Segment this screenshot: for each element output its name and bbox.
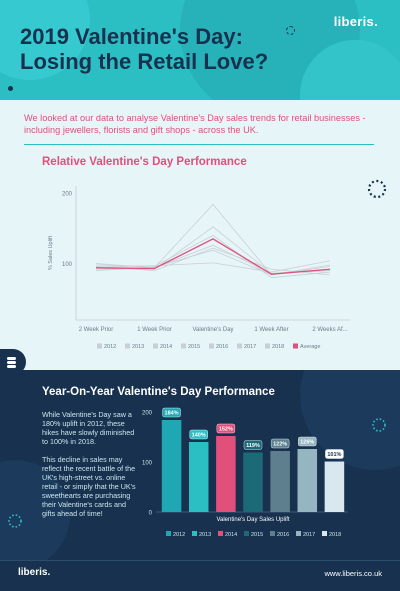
legend-label: 2014 (160, 344, 172, 350)
y-axis-label: % Sales Uplift (48, 235, 54, 270)
data-label-bg (325, 449, 344, 459)
bar-2018 (324, 461, 345, 512)
y-tick-label: 200 (62, 192, 73, 198)
series-line-2018 (95, 260, 331, 273)
header-banner (0, 0, 400, 100)
dotted-circle-icon (372, 418, 386, 432)
legend-swatch (209, 343, 214, 349)
y-tick-label: 0 (149, 511, 153, 517)
legend-swatch (192, 531, 197, 536)
panel-paragraph-2: This decline in sales may reflect the re… (42, 455, 136, 518)
data-label: 184% (165, 411, 179, 417)
line-chart-title: Relative Valentine's Day Performance (42, 156, 247, 168)
dotted-circle-icon (8, 514, 22, 528)
x-tick-label: 1 Week Prior (137, 327, 172, 333)
title-line-1: 2019 Valentine's Day: (20, 24, 243, 49)
coins-icon (7, 357, 16, 368)
legend-swatch (125, 343, 130, 349)
legend-label: Average (300, 344, 320, 350)
bar-2015 (243, 452, 263, 512)
legend-swatch (296, 531, 301, 536)
legend-swatch (218, 531, 223, 536)
y-tick-label: 200 (142, 411, 153, 417)
page-title: 2019 Valentine's Day: Losing the Retail … (20, 24, 320, 74)
bar-chart: 0 100 200 184% 140% 152% 119% 122% 126% 101% Valen… (142, 407, 348, 538)
legend-swatch (265, 343, 270, 349)
x-tick-label: 1 Week After (254, 327, 288, 333)
legend-swatch (97, 343, 102, 349)
series-line-average (95, 238, 331, 275)
x-axis-label: Valentine's Day Sales Uplift (216, 517, 289, 523)
data-label-bg (162, 407, 181, 418)
legend-label: 2018 (329, 532, 341, 538)
y-tick-label: 100 (62, 262, 73, 268)
footer-bar (0, 560, 400, 591)
legend-label: 2015 (188, 344, 200, 350)
data-label: 101% (327, 452, 341, 458)
dotted-ring-icon (367, 179, 387, 199)
bar-2013 (188, 442, 209, 512)
legend-label: 2016 (277, 532, 289, 538)
bar-2017 (297, 449, 318, 512)
legend-swatch (244, 531, 249, 536)
legend-swatch (270, 531, 275, 536)
legend-label: 2016 (216, 344, 228, 350)
data-label: 119% (246, 443, 260, 449)
data-label: 122% (273, 442, 287, 448)
x-tick-label: 2 Weeks Af... (312, 327, 348, 333)
bar-2016 (270, 451, 290, 512)
bar-2014 (216, 436, 236, 512)
legend-label: 2012 (104, 344, 116, 350)
bar-chart-title: Year-On-Year Valentine's Day Performance (42, 386, 275, 398)
legend-swatch (181, 343, 186, 349)
data-label: 152% (219, 427, 233, 433)
data-label-bg (189, 429, 208, 440)
legend-swatch (322, 531, 327, 536)
legend-label: 2013 (132, 344, 144, 350)
legend-label: 2015 (251, 532, 263, 538)
title-line-2: Losing the Retail Love? (20, 49, 269, 74)
x-tick-label: 2 Week Prior (79, 327, 114, 333)
data-label-bg (270, 438, 290, 449)
coins-badge (0, 349, 26, 375)
data-label-bg (216, 423, 236, 434)
legend-label: 2017 (244, 344, 256, 350)
data-label: 126% (300, 440, 314, 446)
data-label-bg (243, 440, 263, 450)
legend-label: 2018 (272, 344, 284, 350)
dotted-circle-icon (286, 26, 295, 35)
footer-logo: liberis. (18, 567, 51, 578)
intro-text: We looked at our data to analyse Valenti… (24, 113, 366, 135)
legend-swatch (237, 343, 242, 349)
legend-swatch (166, 531, 171, 536)
data-label-bg (298, 436, 317, 447)
legend-swatch (293, 343, 298, 349)
series-line-2016 (95, 247, 331, 276)
bar-2012 (161, 420, 182, 512)
dot-icon (8, 86, 13, 91)
footer-url[interactable]: www.liberis.co.uk (324, 569, 382, 578)
data-label: 140% (192, 433, 206, 439)
legend-label: 2012 (173, 532, 185, 538)
line-chart: 100 200 % Sales Uplift 2 Week Prior 1 Week P… (48, 186, 350, 350)
x-tick-label: Valentine's Day (192, 327, 233, 333)
legend-label: 2017 (303, 532, 315, 538)
legend-label: 2013 (199, 532, 211, 538)
legend-label: 2014 (225, 532, 237, 538)
liberis-logo: liberis. (333, 14, 378, 29)
panel-description: While Valentine's Day saw a 180% uplift … (42, 410, 138, 527)
y-tick-label: 100 (142, 461, 153, 467)
legend-swatch (153, 343, 158, 349)
intro-divider (24, 144, 374, 145)
panel-paragraph-1: While Valentine's Day saw a 180% uplift … (42, 410, 135, 446)
